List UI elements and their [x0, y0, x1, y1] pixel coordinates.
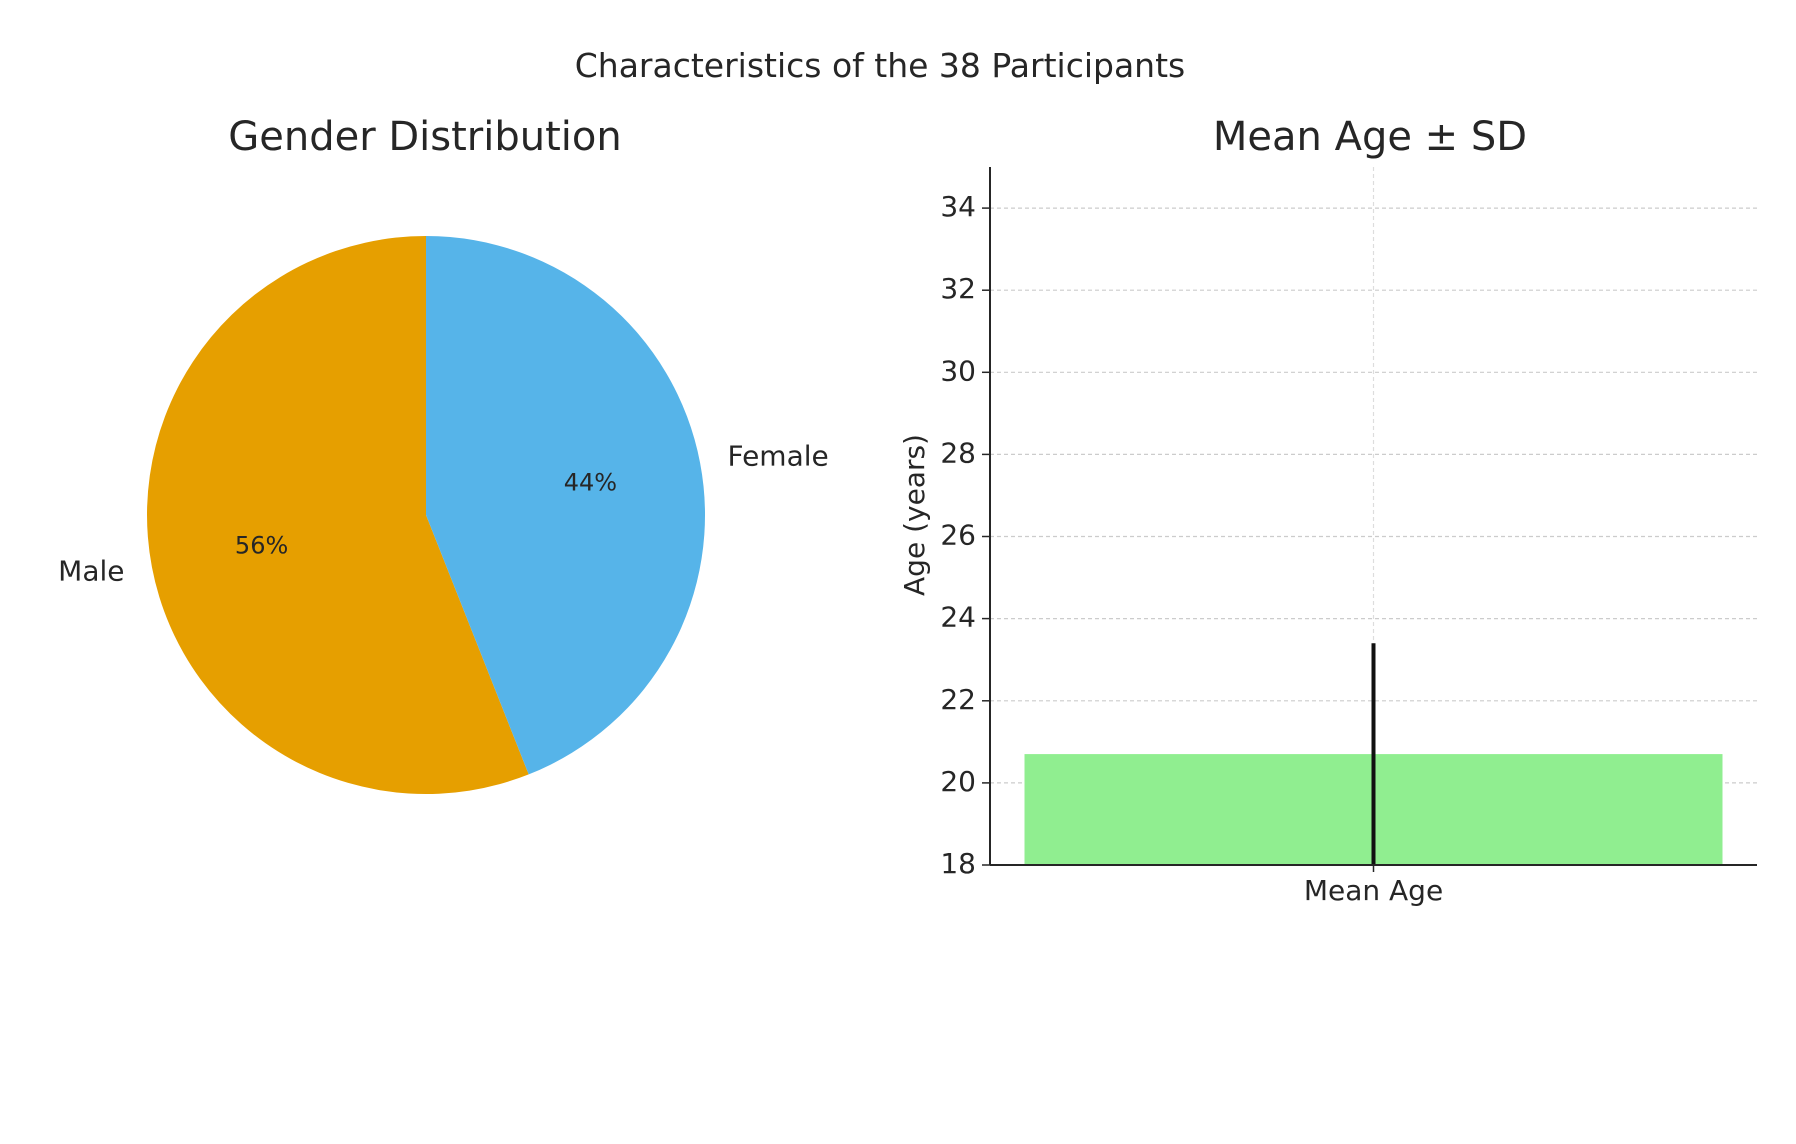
y-tick-label: 20 — [940, 765, 976, 798]
pie-chart-title: Gender Distribution — [228, 114, 621, 160]
x-tick-label: Mean Age — [1304, 874, 1443, 907]
pie-labels: Male 56% Female 44% — [58, 440, 829, 588]
y-axis-label: Age (years) — [898, 434, 931, 596]
y-tick-label: 22 — [940, 683, 976, 716]
y-tick-label: 34 — [940, 190, 976, 223]
y-tick-label: 30 — [940, 354, 976, 387]
y-tick-label: 24 — [940, 601, 976, 634]
pie-chart-panel: Gender Distribution Male 56% Female 44% — [58, 114, 829, 794]
y-tick-label: 18 — [940, 847, 976, 880]
pie-label-male: Male — [58, 555, 124, 588]
y-tick-label: 32 — [940, 272, 976, 305]
y-tick-label: 26 — [940, 519, 976, 552]
pie-slices — [147, 236, 706, 794]
bar-chart-panel: Mean Age ± SD Mean Age 18 20 22 24 26 28 30 32 34… — [898, 114, 1757, 907]
pie-percent-label-female: 44% — [564, 469, 617, 497]
pie-percent-label-male: 56% — [235, 531, 288, 559]
bar-chart-title: Mean Age ± SD — [1213, 114, 1527, 160]
pie-slice-female — [426, 236, 706, 775]
pie-slice-male — [147, 236, 529, 794]
figure-suptitle: Characteristics of the 38 Participants — [575, 46, 1185, 85]
bar-chart-axes: Mean Age 18 20 22 24 26 28 30 32 34 — [940, 167, 1757, 907]
pie-label-female: Female — [728, 440, 829, 473]
y-tick-label: 28 — [940, 436, 976, 469]
bar-chart-marks — [1024, 643, 1723, 865]
